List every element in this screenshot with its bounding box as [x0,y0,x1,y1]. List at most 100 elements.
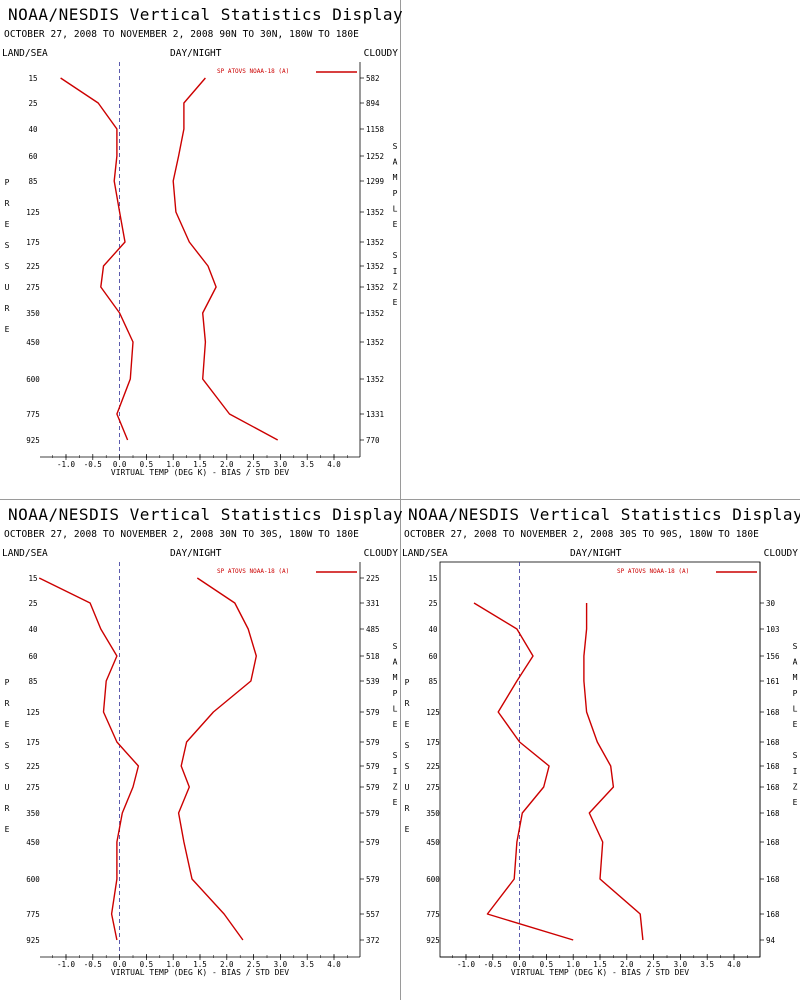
sample-size-label: 1158 [366,125,385,134]
x-tick-label: -0.5 [484,960,502,969]
sample-size-axis-letter: S [793,751,798,760]
pressure-tick-label: 40 [28,625,38,634]
sample-size-label: 557 [366,910,380,919]
sample-size-label: 168 [766,738,780,747]
pressure-tick-label: 40 [428,625,438,634]
sample-size-label: 1352 [366,309,384,318]
x-tick-label: -0.5 [84,460,102,469]
sample-size-label: 168 [766,838,780,847]
sample-size-label: 1352 [366,338,384,347]
panel-title: NOAA/NESDIS Vertical Statistics Display [408,505,800,524]
sample-size-axis-letter: M [393,673,398,682]
bias-series-line [60,77,134,441]
sample-size-label: 518 [366,652,380,661]
sample-size-label: 331 [366,599,380,608]
pressure-tick-label: 85 [28,177,37,186]
x-tick-label: 1.5 [193,460,207,469]
sample-size-label: 1252 [366,152,384,161]
pressure-axis-letter: R [5,199,10,208]
header-cloudy: CLOUDY [763,548,798,559]
x-tick-label: 0.0 [113,960,127,969]
pressure-tick-label: 125 [26,708,40,717]
pressure-tick-label: 175 [26,738,40,747]
x-tick-label: 2.5 [247,960,261,969]
sample-size-label: 372 [366,936,380,945]
pressure-tick-label: 15 [28,74,37,83]
pressure-tick-label: 15 [428,574,437,583]
x-tick-label: 1.0 [166,960,180,969]
x-tick-label: 3.5 [700,960,714,969]
sample-size-axis-letter: S [393,251,398,260]
header-land-sea: LAND/SEA [2,548,48,559]
pressure-tick-label: 40 [28,125,38,134]
x-tick-label: 3.5 [300,960,314,969]
pressure-tick-label: 775 [26,910,40,919]
sample-size-axis-letter: S [393,751,398,760]
sample-size-label: 168 [766,783,780,792]
pressure-tick-label: 85 [28,677,37,686]
x-tick-label: 1.5 [193,960,207,969]
panel-subtitle: OCTOBER 27, 2008 TO NOVEMBER 2, 2008 30S… [404,529,759,540]
panel-30s-90s: NOAA/NESDIS Vertical Statistics Display … [400,500,800,1000]
x-tick-label: -0.5 [84,960,102,969]
pressure-tick-label: 60 [28,152,38,161]
sample-size-label: 94 [766,936,776,945]
pressure-axis-letter: R [405,699,410,708]
panel-subtitle: OCTOBER 27, 2008 TO NOVEMBER 2, 2008 90N… [4,29,359,40]
pressure-axis-letter: R [405,804,410,813]
sample-size-axis-letter: E [393,220,398,229]
sample-size-label: 1352 [366,375,384,384]
sample-size-label: 1352 [366,283,384,292]
pressure-tick-label: 175 [26,238,40,247]
panel-title: NOAA/NESDIS Vertical Statistics Display [8,505,404,524]
sample-size-axis-letter: E [393,720,398,729]
chart-plot: -1.0 -0.5 0.0 0.5 1.0 1.5 2.0 2.5 3.0 3.5 4.0 VIRTU… [5,562,398,977]
sample-size-label: 30 [766,599,776,608]
sample-size-axis-letter: S [393,142,398,151]
panel-90n-30n: NOAA/NESDIS Vertical Statistics Display … [0,0,403,500]
sample-size-label: 168 [766,809,780,818]
sample-size-axis-letter: Z [793,782,798,791]
x-axis-label: VIRTUAL TEMP (DEG K) - BIAS / STD DEV [111,968,289,977]
pressure-axis-letter: R [5,804,10,813]
sample-size-axis-letter: M [393,173,398,182]
header-day-night: DAY/NIGHT [170,548,222,559]
sample-size-axis-letter: S [793,642,798,651]
sample-size-axis-letter: E [793,798,798,807]
x-tick-label: -1.0 [457,960,476,969]
header-day-night: DAY/NIGHT [170,48,222,59]
x-tick-label: 1.0 [166,460,180,469]
header-land-sea: LAND/SEA [402,548,448,559]
sample-size-label: 156 [766,652,780,661]
plot-frame [439,561,761,958]
pressure-axis-letter: S [5,741,10,750]
x-axis-label: VIRTUAL TEMP (DEG K) - BIAS / STD DEV [511,968,689,977]
pressure-axis-letter: S [5,262,10,271]
x-tick-label: 2.0 [220,460,234,469]
pressure-axis-letter: S [5,762,10,771]
sample-size-label: 485 [366,625,380,634]
pressure-tick-label: 600 [26,375,40,384]
header-land-sea: LAND/SEA [2,48,48,59]
pressure-axis-letter: U [405,783,410,792]
sample-size-axis-letter: M [793,673,798,682]
legend-label: SP ATOVS NOAA-18 (A) [217,568,289,575]
bias-series-line [38,577,140,941]
sample-size-label: 1299 [366,177,384,186]
sample-size-axis-letter: A [793,658,798,667]
sample-size-label: 103 [766,625,780,634]
sample-size-axis-letter: P [793,689,798,698]
sample-size-label: 168 [766,762,780,771]
pressure-tick-label: 25 [428,599,437,608]
sample-size-axis-letter: S [393,642,398,651]
std-dev-series-line [177,577,257,941]
x-tick-label: 4.0 [327,460,341,469]
x-tick-label: 0.5 [540,960,554,969]
pressure-axis-letter: R [5,304,10,313]
x-tick-label: 0.5 [140,960,154,969]
sample-size-axis-letter: E [393,298,398,307]
pressure-tick-label: 60 [428,652,438,661]
x-tick-label: 0.0 [113,460,127,469]
pressure-tick-label: 600 [426,875,440,884]
chart-plot: -1.0 -0.5 0.0 0.5 1.0 1.5 2.0 2.5 3.0 3.5 4.0 VIRTU… [5,62,398,477]
